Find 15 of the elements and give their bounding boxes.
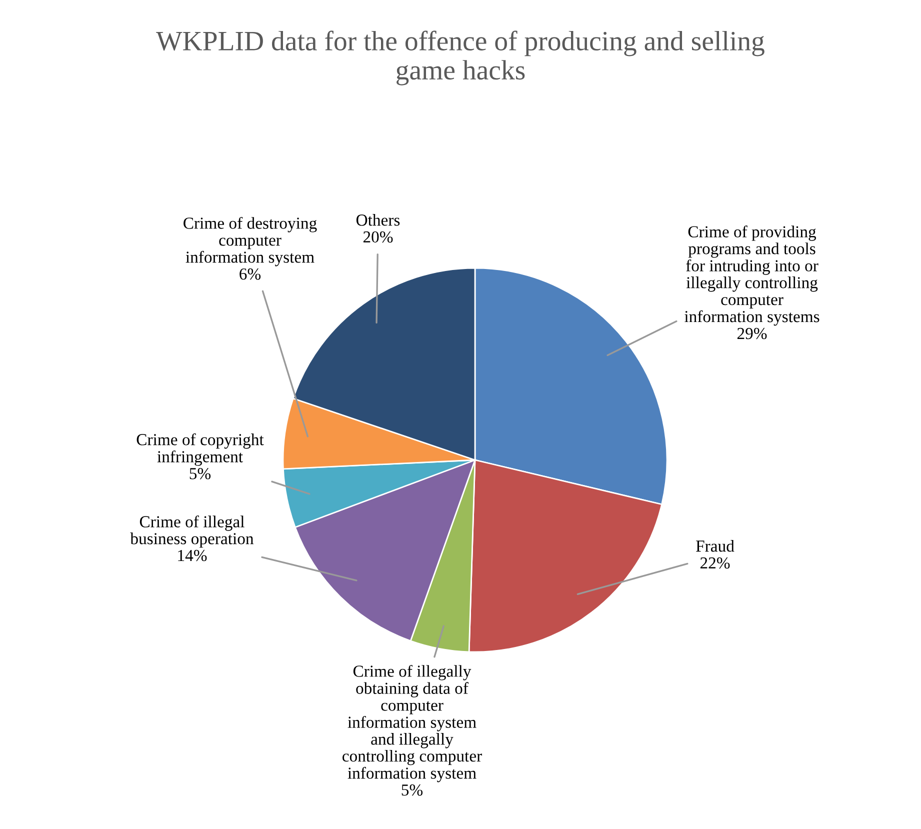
data-label: 5% — [402, 784, 423, 796]
slice-label: Crime of illegally obtaining data of computer information system and illegally controlling computer information system — [342, 664, 482, 782]
data-label: 6% — [240, 268, 261, 280]
data-label: 14% — [178, 550, 207, 562]
slice-label: Crime of copyright infringement — [136, 433, 264, 466]
data-label: 29% — [737, 328, 767, 340]
data-label: 5% — [190, 468, 211, 480]
slice-label: Crime of illegal business operation — [130, 515, 254, 548]
data-label: 20% — [363, 231, 393, 243]
slice-label: Crime of providing programs and tools for intruding into or illegally controlling computer information systems — [684, 226, 820, 326]
slice-label: Crime of destroying computer information system — [184, 216, 317, 266]
slice-label: Fraud — [696, 540, 734, 552]
data-label: 22% — [700, 557, 730, 569]
chart-title: WKPLID data for the offence of producing and selling game hacks — [156, 30, 764, 86]
slice-label: Others — [356, 214, 400, 226]
